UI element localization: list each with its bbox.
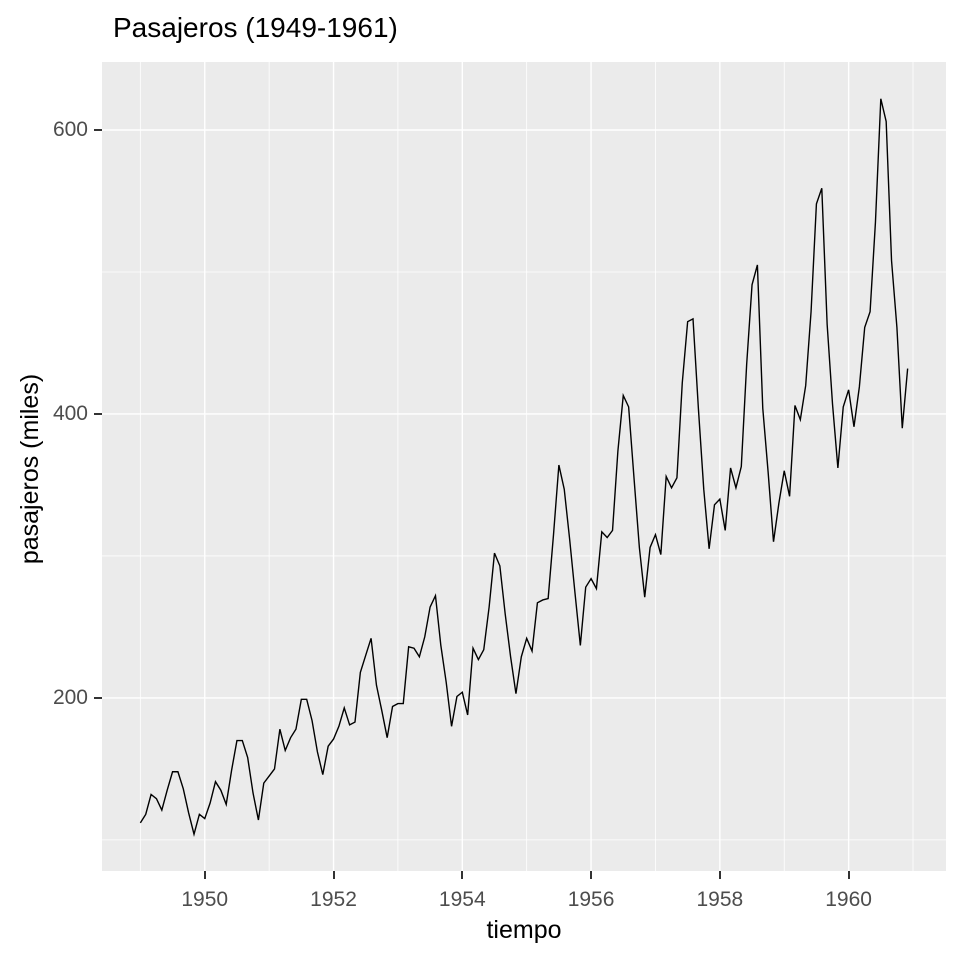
x-tick-label: 1954 <box>438 888 486 911</box>
y-tick-mark <box>94 412 102 415</box>
y-axis-title: pasajeros (miles) <box>16 373 44 565</box>
x-tick-label: 1956 <box>567 888 615 911</box>
x-tick-mark <box>461 871 464 879</box>
y-tick-mark <box>94 696 102 699</box>
chart-title: Pasajeros (1949-1961) <box>113 12 398 43</box>
x-axis-title: tiempo <box>486 916 562 944</box>
x-tick-mark <box>590 871 593 879</box>
plot-panel <box>102 62 946 871</box>
x-tick-mark <box>203 871 206 879</box>
x-tick-label: 1960 <box>825 888 872 911</box>
x-tick-label: 1958 <box>696 888 744 911</box>
y-tick-label: 200 <box>52 685 88 709</box>
x-tick-label: 1952 <box>310 888 357 911</box>
y-tick-label: 400 <box>52 401 88 425</box>
series-line-pasajeros <box>139 98 909 838</box>
y-tick-mark <box>94 129 102 131</box>
x-tick-mark <box>847 871 850 879</box>
x-tick-label: 1950 <box>181 888 229 911</box>
plot-svg <box>102 62 946 871</box>
y-tick-label: 600 <box>52 118 88 141</box>
x-tick-mark <box>332 871 335 879</box>
x-tick-mark <box>718 871 721 879</box>
